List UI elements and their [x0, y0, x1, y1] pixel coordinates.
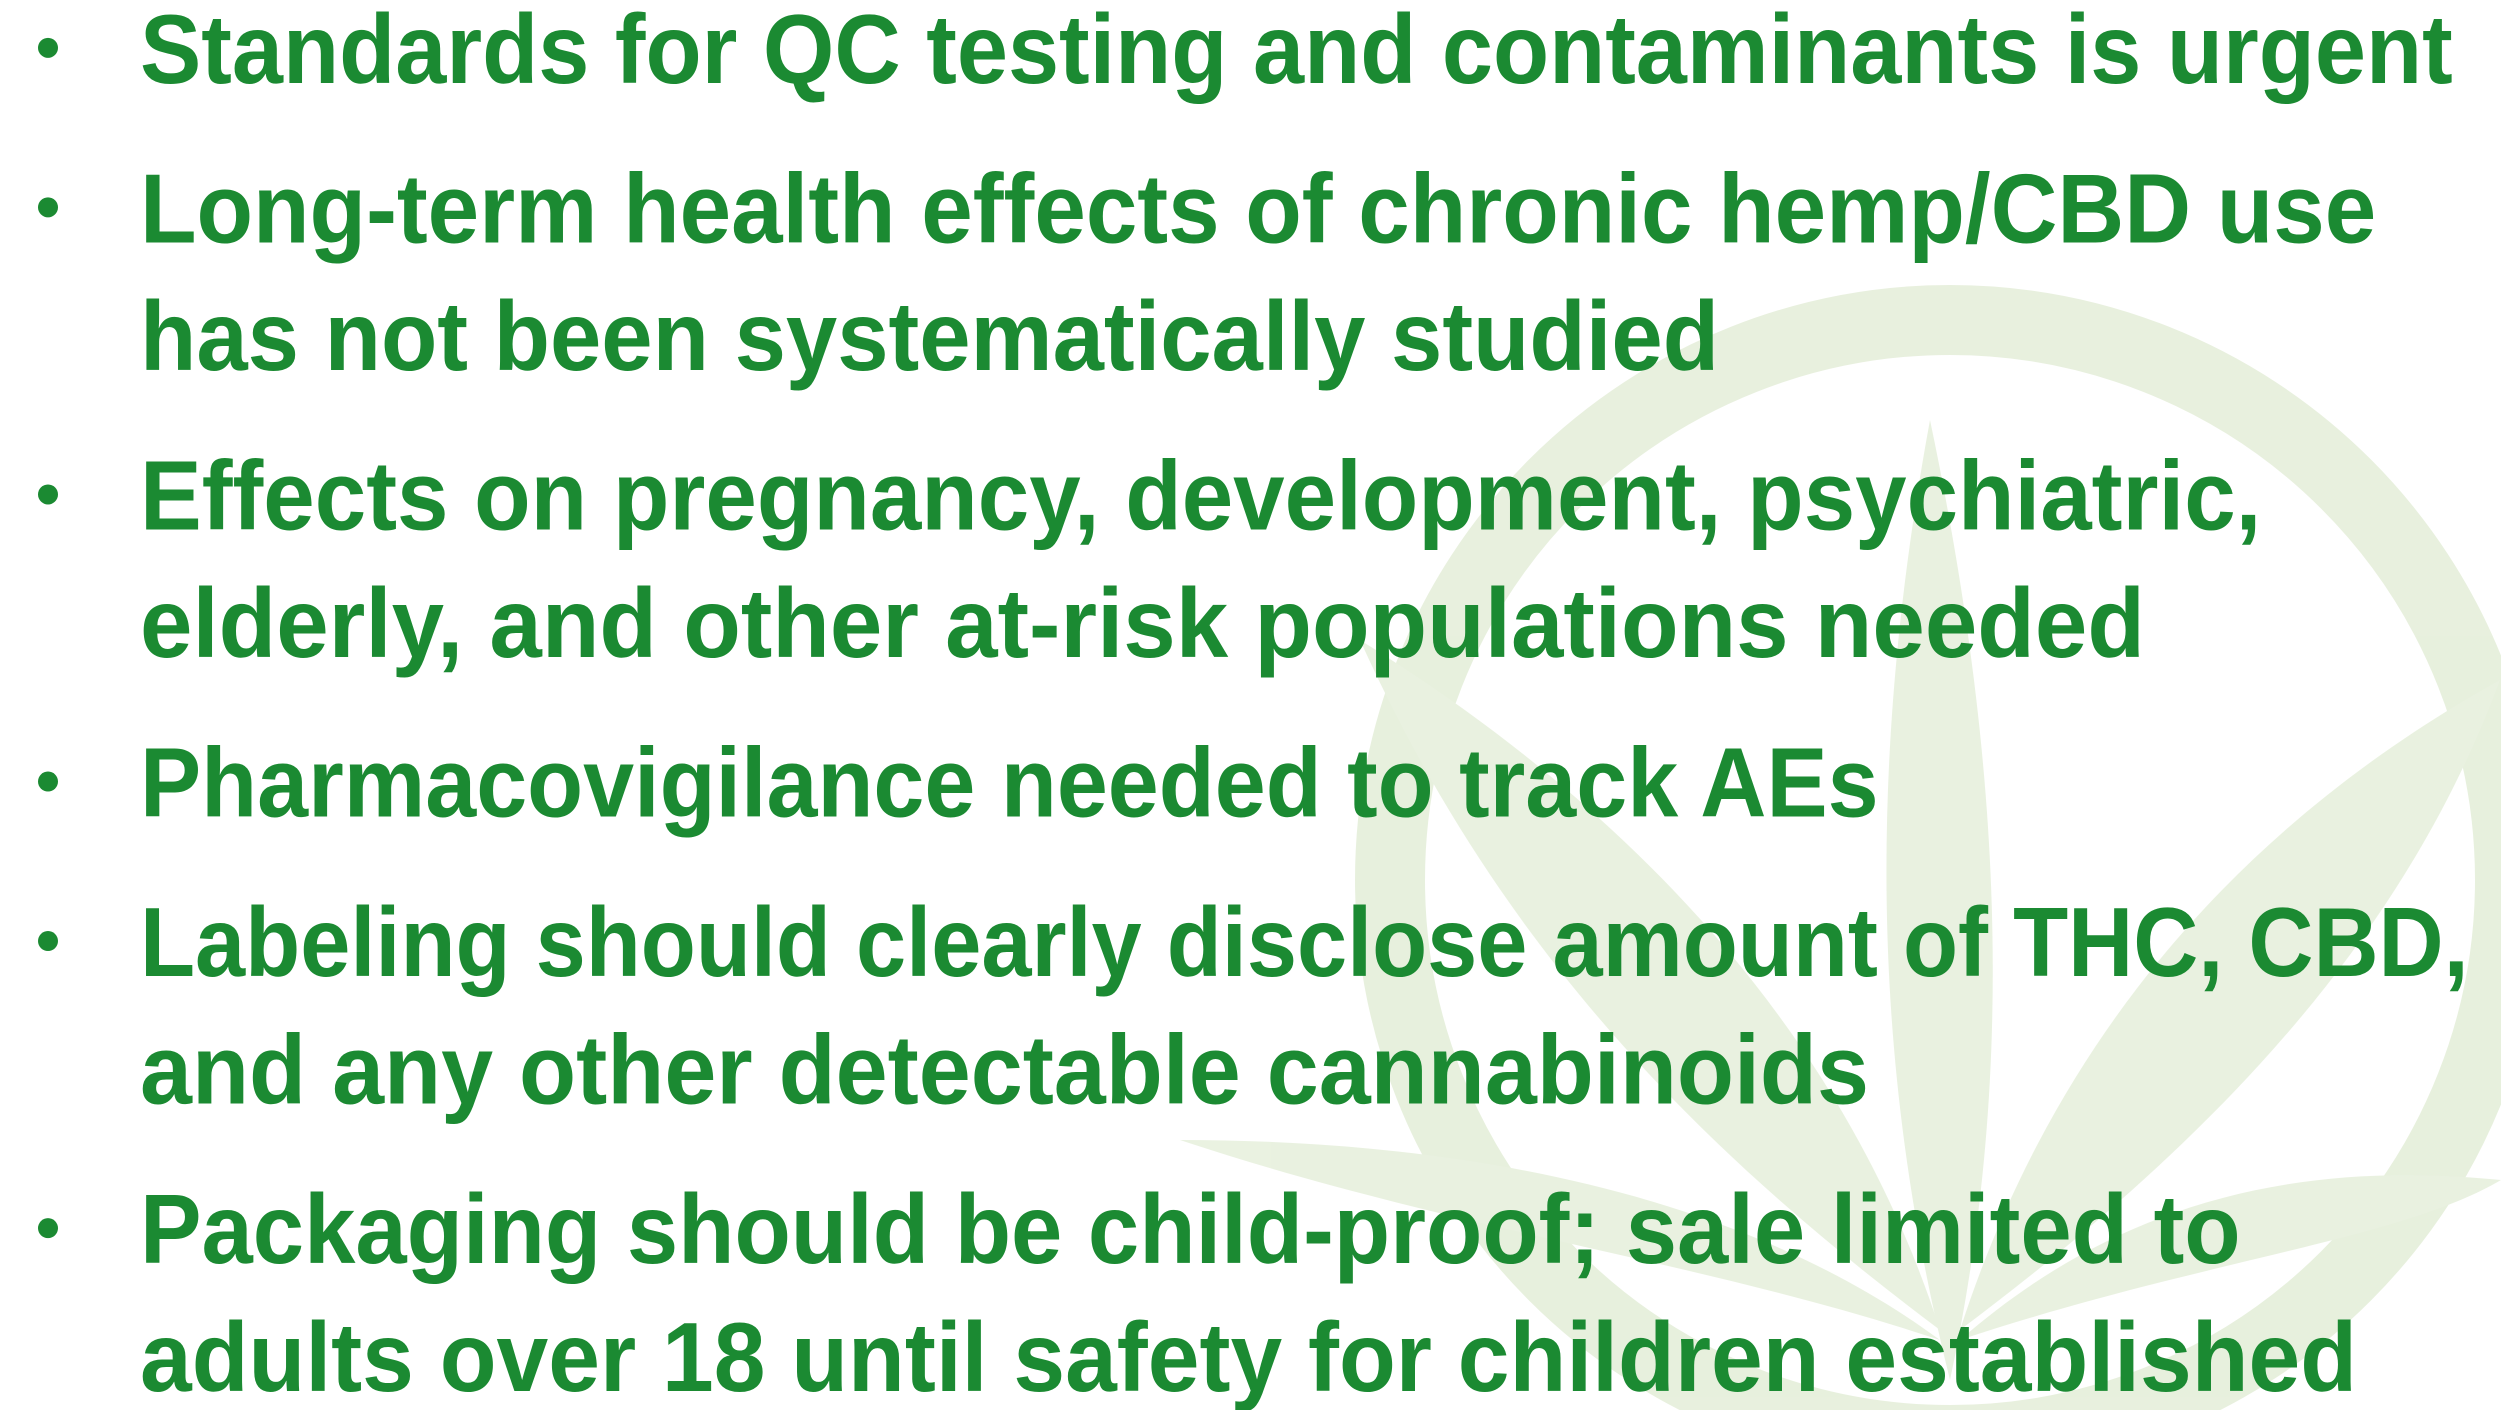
bullet-dot	[38, 771, 58, 792]
watermark-ring	[1355, 285, 2501, 1410]
bullet-dot	[38, 197, 58, 218]
bullet-dot	[38, 37, 58, 58]
watermark-leaf	[1960, 680, 2500, 1330]
bullet-text: Standards for QC testing and contaminant…	[140, 0, 2453, 104]
bullet-text: Labeling should clearly disclose amount …	[140, 887, 2469, 997]
bullet-text: elderly, and other at-risk populations n…	[140, 568, 2145, 678]
bullet-text: Effects on pregnancy, development, psych…	[140, 441, 2261, 551]
bullet-dot	[38, 484, 58, 505]
bullet-text: has not been systematically studied	[140, 281, 1719, 391]
bullet-text: Pharmacovigilance needed to track AEs	[140, 728, 1879, 838]
watermark-leaf	[1360, 640, 1940, 1330]
watermark	[1180, 285, 2501, 1410]
bullet-text: and any other detectable cannabinoids	[140, 1015, 1869, 1125]
bullet-text: Long-term health effects of chronic hemp…	[140, 153, 2376, 263]
bullet-dot	[38, 1218, 58, 1239]
watermark-leaf	[1886, 420, 1993, 1380]
watermark-leaf	[1960, 1175, 2501, 1340]
bullet-dot	[38, 931, 58, 952]
bullet-text: Packaging should be child-proof; sale li…	[140, 1174, 2241, 1284]
bullet-text: adults over 18 until safety for children…	[140, 1302, 2357, 1410]
watermark-leaf	[1180, 1140, 1940, 1340]
